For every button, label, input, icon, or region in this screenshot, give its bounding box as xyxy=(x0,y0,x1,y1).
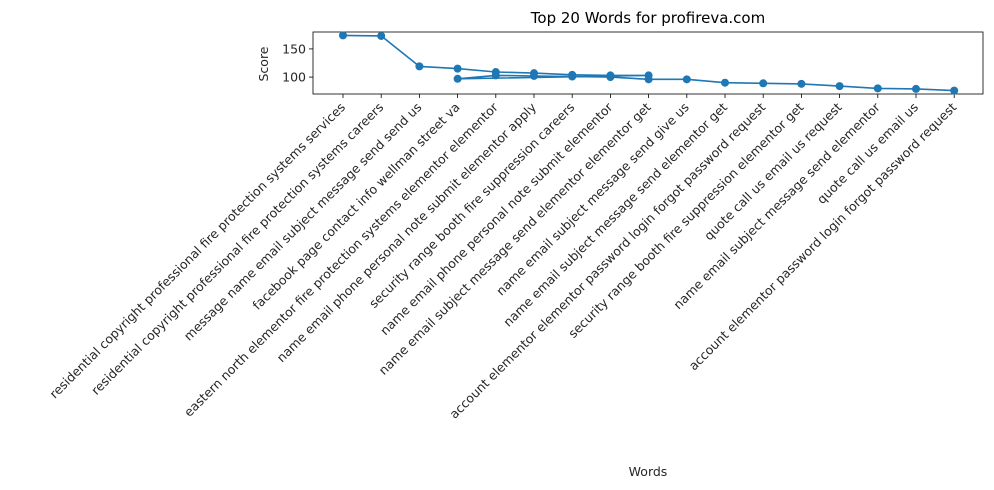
x-tick-label: quote call us email us request xyxy=(701,99,845,243)
data-point xyxy=(873,84,882,93)
y-tick-label: 150 xyxy=(282,41,306,56)
x-axis-label: Words xyxy=(629,464,668,479)
plot-frame xyxy=(312,31,984,95)
data-point xyxy=(912,84,920,93)
data-point xyxy=(339,31,347,40)
data-point xyxy=(644,75,653,84)
data-point xyxy=(797,79,806,88)
y-tick-label: 100 xyxy=(282,70,306,85)
data-point xyxy=(606,73,615,82)
data-point xyxy=(491,71,500,80)
data-point xyxy=(682,75,691,84)
data-point xyxy=(530,71,538,80)
data-point xyxy=(453,64,462,73)
data-point xyxy=(568,72,577,81)
data-point xyxy=(950,86,959,95)
chart-title: Top 20 Words for profireva.com xyxy=(530,9,765,27)
data-point xyxy=(377,31,386,40)
data-point xyxy=(759,79,768,88)
data-point xyxy=(835,82,844,91)
y-axis-label: Score xyxy=(256,46,271,81)
data-point xyxy=(721,78,729,87)
data-point xyxy=(415,62,424,71)
data-point xyxy=(453,74,462,83)
